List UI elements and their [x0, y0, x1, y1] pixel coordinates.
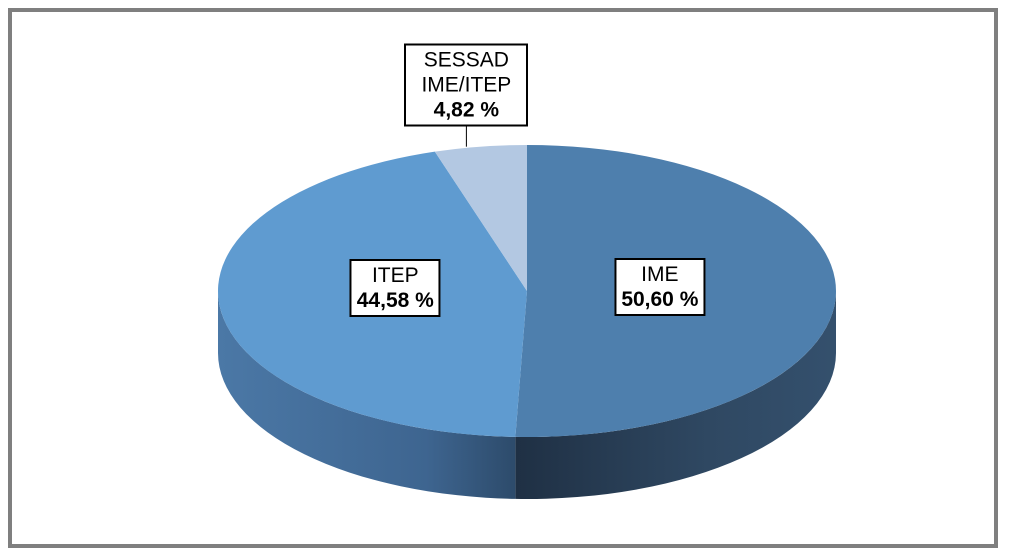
category-label: SESSAD IME/ITEP — [421, 48, 512, 97]
category-label: ITEP — [371, 263, 419, 287]
slice-side — [515, 291, 837, 499]
value-label: 4,82 % — [433, 98, 500, 122]
value-label: 50,60 % — [621, 288, 699, 312]
data-label: ITEP 44,58 % — [349, 258, 441, 317]
slice — [434, 145, 527, 291]
category-label: IME — [641, 263, 679, 287]
data-label: SESSAD IME/ITEP 4,82 % — [404, 43, 529, 127]
value-label: 44,58 % — [356, 288, 434, 312]
data-label: IME 50,60 % — [614, 258, 706, 317]
slice-side — [218, 291, 516, 499]
